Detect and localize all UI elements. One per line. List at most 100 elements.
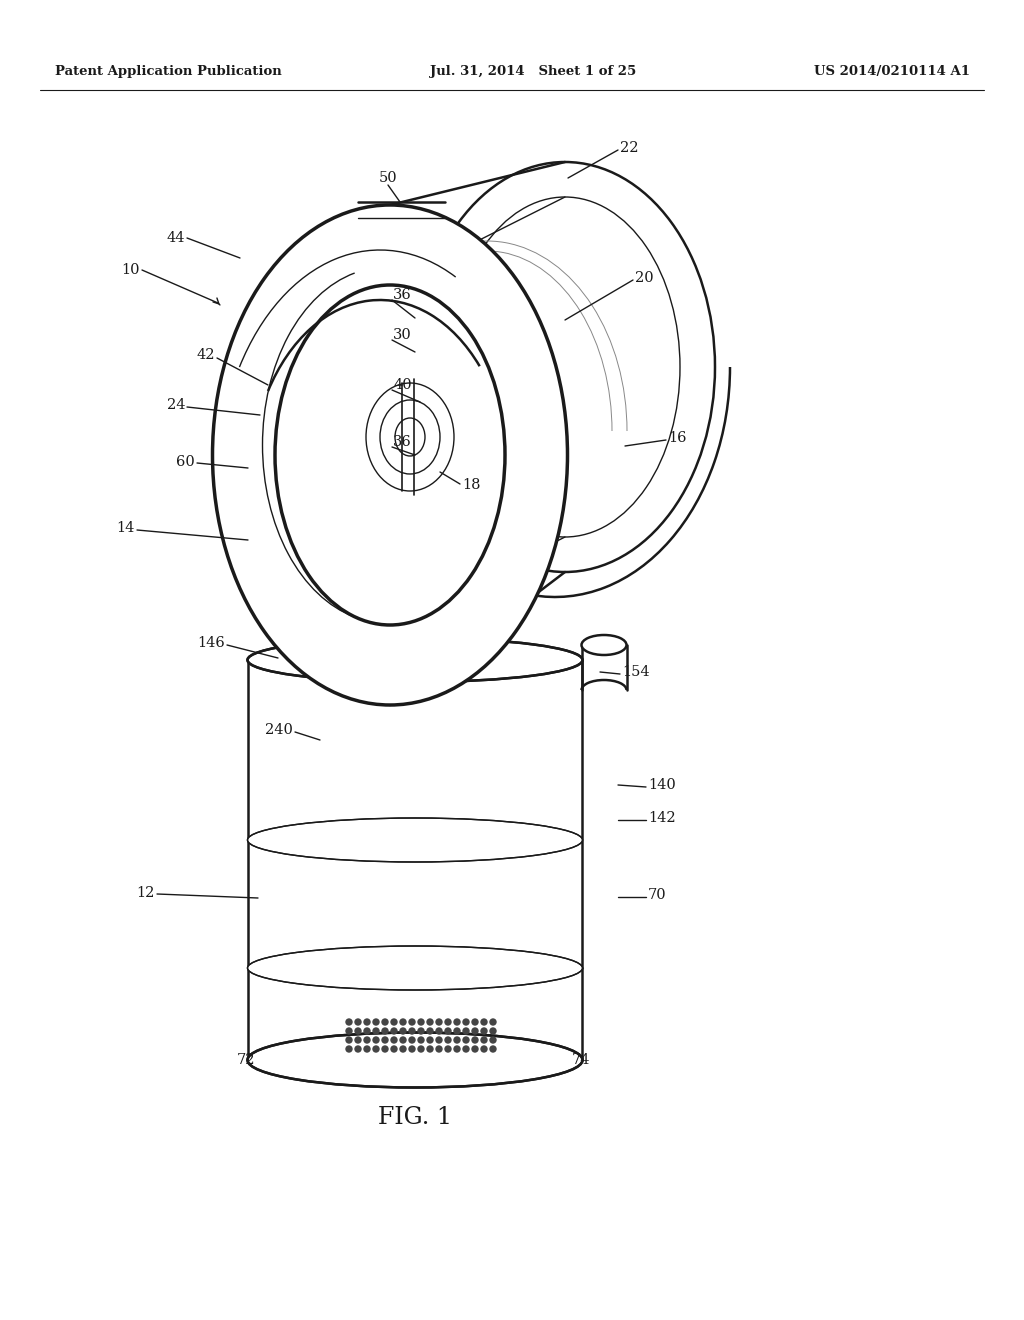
Circle shape	[454, 1045, 460, 1052]
Text: 70: 70	[648, 888, 667, 902]
Circle shape	[364, 1019, 370, 1026]
Circle shape	[409, 1038, 415, 1043]
Text: 36: 36	[393, 436, 412, 449]
Circle shape	[436, 1019, 442, 1026]
Circle shape	[463, 1028, 469, 1034]
Circle shape	[490, 1038, 496, 1043]
Text: 60: 60	[176, 455, 195, 469]
Circle shape	[454, 1028, 460, 1034]
Circle shape	[418, 1038, 424, 1043]
Circle shape	[373, 1028, 379, 1034]
Circle shape	[454, 1019, 460, 1026]
Text: US 2014/0210114 A1: US 2014/0210114 A1	[814, 66, 970, 78]
Circle shape	[355, 1019, 361, 1026]
Text: 36: 36	[393, 288, 412, 302]
Text: 240: 240	[265, 723, 293, 737]
Text: 30: 30	[393, 327, 412, 342]
Circle shape	[373, 1019, 379, 1026]
Circle shape	[391, 1045, 397, 1052]
Circle shape	[418, 1045, 424, 1052]
Ellipse shape	[415, 162, 715, 572]
Text: 146: 146	[198, 636, 225, 649]
Circle shape	[346, 1038, 352, 1043]
Circle shape	[400, 1038, 406, 1043]
Circle shape	[427, 1019, 433, 1026]
Circle shape	[364, 1028, 370, 1034]
Circle shape	[490, 1028, 496, 1034]
Circle shape	[472, 1019, 478, 1026]
Circle shape	[364, 1038, 370, 1043]
Circle shape	[418, 1019, 424, 1026]
Circle shape	[427, 1045, 433, 1052]
Circle shape	[364, 1045, 370, 1052]
Ellipse shape	[366, 383, 454, 491]
Circle shape	[436, 1028, 442, 1034]
Ellipse shape	[248, 638, 583, 682]
Text: 44: 44	[167, 231, 185, 246]
Text: 14: 14	[117, 521, 135, 535]
Text: 142: 142	[648, 810, 676, 825]
Ellipse shape	[213, 205, 567, 705]
Ellipse shape	[275, 285, 505, 624]
Circle shape	[481, 1028, 487, 1034]
Circle shape	[481, 1038, 487, 1043]
Text: 154: 154	[622, 665, 649, 678]
Text: 10: 10	[122, 263, 140, 277]
Circle shape	[490, 1019, 496, 1026]
Text: 22: 22	[620, 141, 639, 154]
Circle shape	[463, 1045, 469, 1052]
Circle shape	[400, 1028, 406, 1034]
Text: 20: 20	[635, 271, 653, 285]
Text: Jul. 31, 2014   Sheet 1 of 25: Jul. 31, 2014 Sheet 1 of 25	[430, 66, 636, 78]
Circle shape	[463, 1019, 469, 1026]
Circle shape	[409, 1019, 415, 1026]
Circle shape	[391, 1038, 397, 1043]
Text: 72: 72	[237, 1053, 255, 1067]
Circle shape	[382, 1019, 388, 1026]
Circle shape	[382, 1038, 388, 1043]
Text: 18: 18	[462, 478, 480, 492]
Ellipse shape	[248, 1032, 583, 1088]
Circle shape	[373, 1038, 379, 1043]
Circle shape	[481, 1019, 487, 1026]
Text: 40: 40	[393, 378, 412, 392]
Circle shape	[445, 1028, 451, 1034]
Circle shape	[400, 1045, 406, 1052]
Circle shape	[454, 1038, 460, 1043]
Circle shape	[409, 1045, 415, 1052]
Circle shape	[436, 1045, 442, 1052]
Circle shape	[355, 1038, 361, 1043]
Circle shape	[391, 1019, 397, 1026]
Circle shape	[472, 1045, 478, 1052]
Circle shape	[445, 1045, 451, 1052]
Text: 140: 140	[648, 777, 676, 792]
Circle shape	[445, 1038, 451, 1043]
Text: Patent Application Publication: Patent Application Publication	[55, 66, 282, 78]
Circle shape	[346, 1028, 352, 1034]
Circle shape	[373, 1045, 379, 1052]
Ellipse shape	[582, 635, 627, 655]
Text: 12: 12	[136, 886, 155, 900]
Ellipse shape	[380, 400, 440, 474]
Circle shape	[355, 1028, 361, 1034]
Text: 16: 16	[668, 432, 686, 445]
Text: 24: 24	[167, 399, 185, 412]
Circle shape	[427, 1038, 433, 1043]
Circle shape	[382, 1045, 388, 1052]
Circle shape	[382, 1028, 388, 1034]
Circle shape	[463, 1038, 469, 1043]
Circle shape	[409, 1028, 415, 1034]
Circle shape	[400, 1019, 406, 1026]
Circle shape	[436, 1038, 442, 1043]
Circle shape	[346, 1019, 352, 1026]
Ellipse shape	[248, 818, 583, 862]
Ellipse shape	[248, 946, 583, 990]
Text: 42: 42	[197, 348, 215, 362]
Text: 50: 50	[379, 172, 397, 185]
Circle shape	[472, 1028, 478, 1034]
Text: FIG. 1: FIG. 1	[378, 1106, 452, 1130]
Circle shape	[355, 1045, 361, 1052]
Circle shape	[490, 1045, 496, 1052]
Circle shape	[472, 1038, 478, 1043]
Circle shape	[481, 1045, 487, 1052]
